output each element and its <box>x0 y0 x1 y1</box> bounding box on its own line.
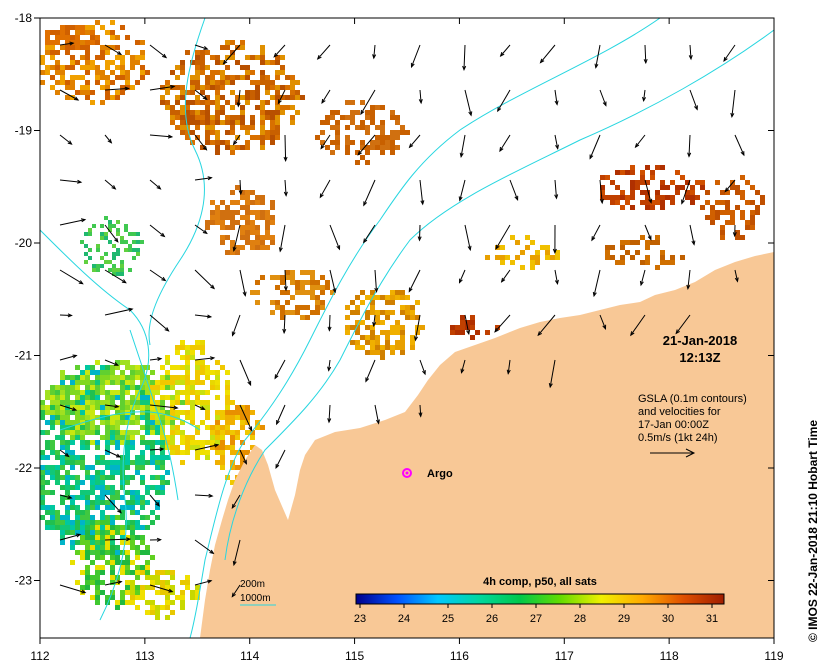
info-line-2: and velocities for <box>638 406 721 418</box>
lon-tick-label: 115 <box>345 649 364 663</box>
info-line-1: GSLA (0.1m contours) <box>638 393 747 405</box>
sst-layer <box>40 20 765 620</box>
axis-ticks: 112 113 114 115 116 117 118 119 -18 -19 -20 -21 -22 -… <box>15 11 784 663</box>
lat-tick-label: -18 <box>15 11 33 25</box>
colorbar-tick-label: 26 <box>486 613 498 625</box>
colorbar-title: 4h comp, p50, all sats <box>483 576 597 588</box>
lon-tick-label: 118 <box>660 649 679 663</box>
info-line-3: 17-Jan 00:00Z <box>638 419 709 431</box>
lat-tick-label: -19 <box>15 124 33 138</box>
lat-tick-label: -20 <box>15 236 33 250</box>
colorbar-tick-label: 30 <box>662 613 674 625</box>
timestamp-time: 12:13Z <box>679 350 720 365</box>
colorbar-scale <box>355 593 725 605</box>
info-line-4: 0.5m/s (1kt 24h) <box>638 432 717 444</box>
colorbar-tick-label: 28 <box>574 613 586 625</box>
contour-legend: 200m 1000m <box>240 579 276 606</box>
colorbar-tick-label: 25 <box>442 613 454 625</box>
velocity-arrows <box>59 41 745 598</box>
timestamp-date: 21-Jan-2018 <box>663 333 737 348</box>
colorbar: 4h comp, p50, all sats 23 24 25 26 27 28 29 30 3… <box>354 576 725 625</box>
colorbar-tick-label: 23 <box>354 613 366 625</box>
lon-tick-label: 113 <box>135 649 154 663</box>
lon-tick-label: 117 <box>555 649 574 663</box>
lon-tick-label: 119 <box>764 649 783 663</box>
colorbar-tick-label: 31 <box>706 613 718 625</box>
legend-1000m: 1000m <box>240 593 271 604</box>
colorbar-tick-label: 27 <box>530 613 542 625</box>
lon-tick-label: 114 <box>240 649 259 663</box>
info-text: GSLA (0.1m contours) and velocities for … <box>638 393 747 444</box>
lat-tick-label: -23 <box>15 574 33 588</box>
lat-tick-label: -21 <box>15 349 33 363</box>
plot-frame <box>39 17 775 639</box>
colorbar-tick-label: 24 <box>398 613 410 625</box>
colorbar-tick-label: 29 <box>618 613 630 625</box>
land-mass <box>200 252 774 638</box>
legend-200m: 200m <box>240 579 265 590</box>
bathymetry-contours <box>40 18 774 638</box>
scale-arrow <box>650 448 696 458</box>
lat-tick-label: -22 <box>15 461 33 475</box>
lon-tick-label: 112 <box>30 649 49 663</box>
lon-tick-label: 116 <box>450 649 469 663</box>
argo-marker <box>402 468 412 478</box>
credit-text: © IMOS 22-Jan-2018 21:10 Hobart Time <box>806 419 818 642</box>
argo-label: Argo <box>427 468 453 480</box>
